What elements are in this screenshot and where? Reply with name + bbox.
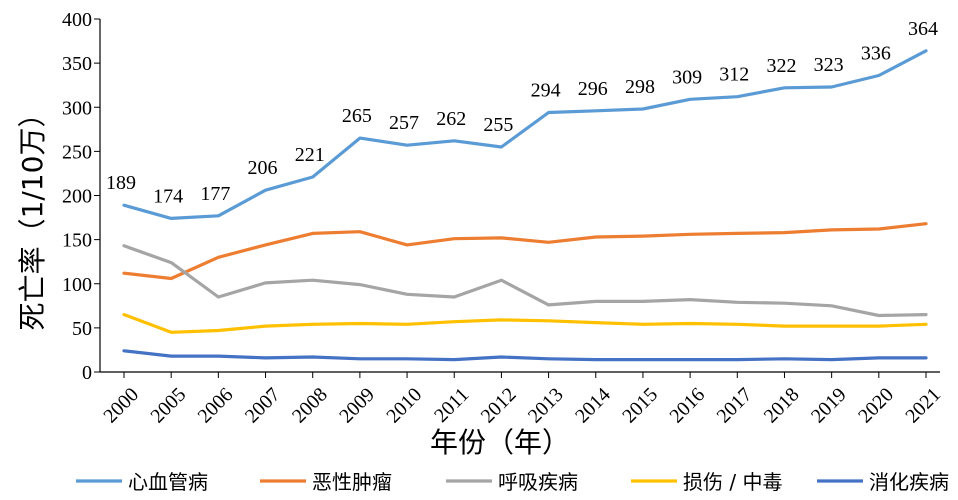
y-tick-label: 50 xyxy=(72,318,92,340)
data-label: 221 xyxy=(295,144,325,166)
legend: 心血管病 恶性肿瘤 呼吸疾病 损伤 / 中毒 消化疾病 xyxy=(76,470,949,494)
legend-item: 恶性肿瘤 xyxy=(260,470,392,494)
y-tick-label: 300 xyxy=(62,97,92,119)
y-tick-label: 100 xyxy=(62,274,92,296)
data-label: 336 xyxy=(861,42,891,64)
x-tick-label: 2015 xyxy=(618,384,662,428)
x-tick-label: 2006 xyxy=(194,384,238,428)
data-label: 296 xyxy=(578,78,608,100)
x-tick-label: 2019 xyxy=(807,384,851,428)
data-label: 177 xyxy=(200,183,230,205)
data-label: 174 xyxy=(153,185,183,207)
x-tick-label: 2016 xyxy=(665,384,709,428)
legend-label: 呼吸疾病 xyxy=(498,470,578,494)
x-tick-label: 2018 xyxy=(760,384,804,428)
data-labels: 189 174 177 206 221 265 257 262 255 294 296 298 309 3… xyxy=(106,18,938,208)
x-tick-label: 2021 xyxy=(901,384,945,428)
series-line-3 xyxy=(122,244,928,318)
y-tick-label: 350 xyxy=(62,53,92,75)
data-label: 322 xyxy=(766,55,796,77)
y-axis-title: 死亡率（1/10万） xyxy=(16,100,49,331)
y-axis-ticks: 0 50 100 150 200 250 300 350 400 xyxy=(62,9,100,384)
data-label: 206 xyxy=(248,157,278,179)
legend-item: 消化疾病 xyxy=(817,470,949,494)
x-tick-label: 2008 xyxy=(288,384,332,428)
x-tick-label: 2010 xyxy=(382,384,426,428)
x-tick-label: 2000 xyxy=(99,384,143,428)
data-label: 364 xyxy=(908,18,938,40)
y-tick-label: 150 xyxy=(62,230,92,252)
y-tick-label: 0 xyxy=(82,362,92,384)
x-tick-label: 2020 xyxy=(854,384,898,428)
series-line-2 xyxy=(122,222,928,281)
x-tick-label: 2014 xyxy=(571,384,615,428)
x-tick-label: 2012 xyxy=(477,384,521,428)
data-label: 255 xyxy=(483,114,513,136)
x-tick-label: 2017 xyxy=(713,384,757,428)
data-label: 262 xyxy=(436,108,466,130)
x-tick-label: 2007 xyxy=(241,384,285,428)
legend-label: 心血管病 xyxy=(128,470,208,494)
series-line-1 xyxy=(122,49,928,220)
series-line-4 xyxy=(122,313,928,334)
series-line-5 xyxy=(122,349,928,362)
x-tick-label: 2013 xyxy=(524,384,568,428)
data-label: 265 xyxy=(342,105,372,127)
legend-label: 恶性肿瘤 xyxy=(312,470,392,494)
legend-item: 呼吸疾病 xyxy=(446,470,578,494)
data-label: 294 xyxy=(531,80,561,102)
legend-label: 消化疾病 xyxy=(869,470,949,494)
data-label: 257 xyxy=(389,112,419,134)
data-label: 309 xyxy=(672,66,702,88)
y-tick-label: 250 xyxy=(62,141,92,163)
x-axis-ticks: 2000 2005 2006 2007 2008 2009 2010 2011 2012 2013… xyxy=(99,372,945,427)
legend-label: 损伤 / 中毒 xyxy=(683,470,782,494)
x-tick-label: 2011 xyxy=(430,384,473,427)
data-label: 298 xyxy=(625,76,655,98)
legend-item: 损伤 / 中毒 xyxy=(631,470,782,494)
x-tick-label: 2005 xyxy=(146,384,190,428)
x-tick-label: 2009 xyxy=(335,384,379,428)
y-tick-label: 200 xyxy=(62,186,92,208)
legend-item: 心血管病 xyxy=(76,470,208,494)
y-tick-label: 400 xyxy=(62,9,92,31)
x-axis-title: 年份（年） xyxy=(430,426,570,459)
series-lines xyxy=(122,49,928,362)
data-label: 323 xyxy=(814,54,844,76)
data-label: 312 xyxy=(719,64,749,86)
data-label: 189 xyxy=(106,172,136,194)
